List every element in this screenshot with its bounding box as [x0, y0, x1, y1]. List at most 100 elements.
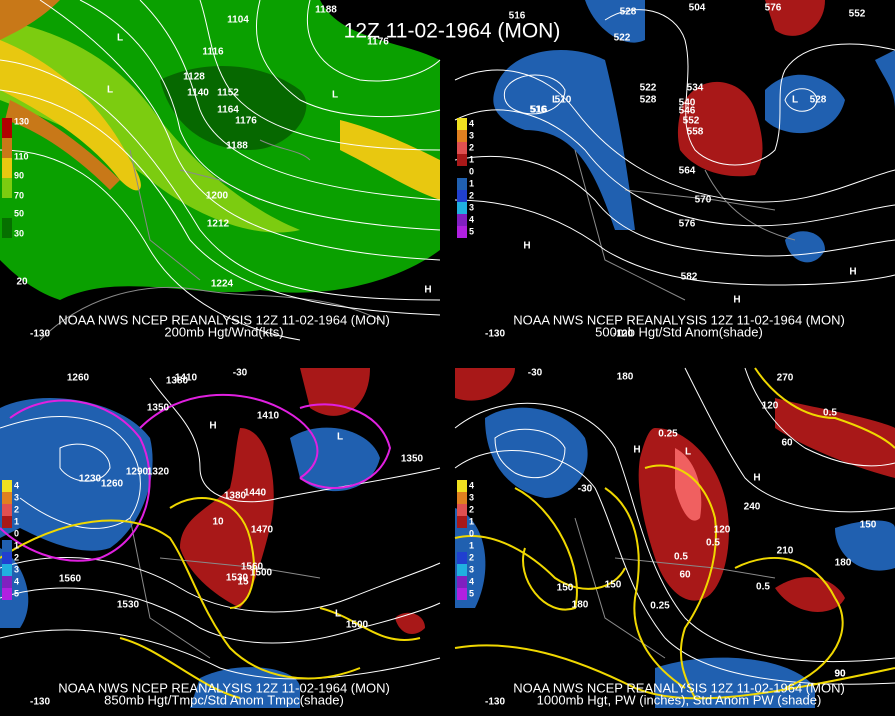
- legend-label: 90: [14, 170, 24, 180]
- contour-label: L: [685, 447, 691, 458]
- contour-label: 1350: [147, 403, 170, 414]
- axis-label: -130: [30, 329, 50, 340]
- legend-label: 2: [14, 552, 19, 562]
- legend-label: 4: [14, 576, 19, 586]
- contour-label: 516: [531, 105, 548, 116]
- legend-swatch: [457, 492, 467, 504]
- legend-swatch: [2, 576, 12, 588]
- contour-label: L: [792, 95, 798, 106]
- contour: [604, 9, 895, 166]
- legend-label: 1: [469, 154, 474, 164]
- contour-label: 1470: [251, 525, 274, 536]
- legend-swatch: [457, 576, 467, 588]
- contour-label: 522: [614, 33, 631, 44]
- contour-label: 1176: [235, 116, 257, 127]
- temp-contour: [169, 497, 255, 609]
- contour: [0, 587, 441, 644]
- legend-label: 1: [14, 516, 19, 526]
- contour-label: 1530: [117, 600, 140, 611]
- contour-label: 150: [557, 583, 574, 594]
- wind-shade: [5, 100, 120, 190]
- contour-label: 1530: [226, 573, 249, 584]
- contour-label: 180: [835, 558, 852, 569]
- contour-label: 528: [620, 7, 637, 18]
- contour-label: 510: [555, 95, 572, 106]
- contour-label: H: [424, 285, 431, 296]
- contour-label: L: [107, 85, 113, 96]
- wind-shade: [0, 40, 141, 191]
- contour-label: 1152: [217, 88, 239, 99]
- legend-label: 3: [469, 564, 474, 574]
- contour-label: 1188: [315, 5, 337, 16]
- legend-label: 0: [14, 528, 19, 538]
- legend-swatch: [457, 130, 467, 142]
- contour: [0, 557, 441, 613]
- legend-label: 3: [469, 492, 474, 502]
- legend-label: 0: [469, 166, 474, 176]
- contour-label: 1380: [224, 491, 247, 502]
- contour-label: 120: [714, 525, 731, 536]
- pw-contour: [454, 644, 895, 700]
- legend-label: 2: [14, 504, 19, 514]
- contour-label: 0.5: [823, 408, 837, 419]
- contour: [59, 443, 111, 482]
- legend-swatch: [457, 516, 467, 528]
- contour-label: 1164: [217, 105, 239, 116]
- legend-swatch: [457, 190, 467, 202]
- contour-label: H: [523, 241, 530, 252]
- contour-label: 90: [834, 669, 846, 680]
- temp-contour: [0, 399, 151, 562]
- anomaly-shade: [493, 50, 635, 230]
- wind-shade: [0, 20, 300, 233]
- panel-subtitle: 1000mb Hgt, PW (inches), Std Anom PW (sh…: [537, 692, 822, 707]
- legend-label: 2: [469, 190, 474, 200]
- contour-label: L: [337, 432, 343, 443]
- legend-swatch: [457, 552, 467, 564]
- contour: [255, 0, 441, 118]
- panel-200mb: [0, 0, 441, 341]
- panel-500mb: [454, 0, 895, 301]
- contour-label: 120: [762, 401, 779, 412]
- anomaly-shade: [835, 520, 895, 571]
- contour-label: 270: [777, 373, 794, 384]
- legend-label: 1: [14, 540, 19, 550]
- contour-label: 564: [679, 166, 696, 177]
- legend-label: 1: [469, 516, 474, 526]
- contour-label: 1104: [227, 15, 249, 26]
- legend-label: 4: [469, 118, 474, 128]
- legend-swatch: [2, 178, 12, 198]
- contour-label: 1260: [67, 373, 90, 384]
- pw-contour: [734, 367, 895, 689]
- anomaly-shade: [675, 448, 702, 521]
- legend-label: 30: [14, 228, 24, 238]
- anomaly-shade: [765, 74, 845, 134]
- legend-swatch: [457, 178, 467, 190]
- contour-label: -30: [528, 368, 543, 379]
- contour-label: H: [209, 421, 216, 432]
- wind-shade: [160, 66, 307, 150]
- temp-contour: [0, 519, 361, 680]
- contour-label: 0.5: [674, 552, 688, 563]
- contour: [199, 0, 441, 151]
- contour-label: L: [332, 90, 338, 101]
- contour: [684, 367, 895, 513]
- contour-label: 1212: [207, 219, 230, 230]
- contour-label: 582: [681, 272, 698, 283]
- contour: [0, 59, 441, 301]
- legend-swatch: [457, 588, 467, 600]
- legend-label: 3: [14, 492, 19, 502]
- contour-label: 1200: [206, 191, 229, 202]
- contour-label: 150: [605, 580, 622, 591]
- legend-swatch: [457, 226, 467, 238]
- pw-contour: [644, 464, 717, 699]
- pw-contour: [514, 487, 686, 689]
- contour-label: 516: [530, 105, 547, 116]
- contour-label: 0.25: [650, 601, 670, 612]
- legend-label: 4: [469, 480, 474, 490]
- legend-label: 3: [469, 130, 474, 140]
- contour-label: H: [733, 295, 740, 306]
- contour-label: 1500: [250, 568, 273, 579]
- legend-swatch: [2, 118, 12, 138]
- panel-caption: NOAA NWS NCEP REANALYSIS 12Z 11-02-1964 …: [513, 680, 845, 695]
